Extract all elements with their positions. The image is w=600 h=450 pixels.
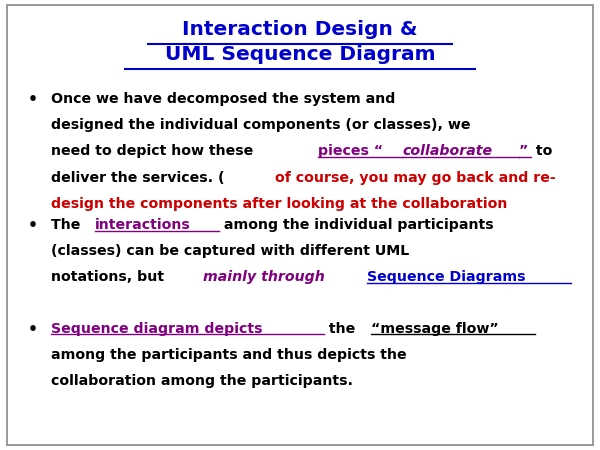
Text: of course, you may go back and re-: of course, you may go back and re- (275, 171, 556, 184)
Text: design the components after looking at the collaboration: design the components after looking at t… (51, 197, 508, 211)
Text: the: the (324, 322, 360, 336)
Text: deliver the services. (: deliver the services. ( (51, 171, 224, 184)
Text: interactions: interactions (95, 218, 191, 232)
Text: •: • (28, 92, 38, 107)
Text: “message flow”: “message flow” (371, 322, 498, 336)
Text: Interaction Design &: Interaction Design & (182, 20, 418, 39)
Text: UML Sequence Diagram: UML Sequence Diagram (164, 45, 436, 64)
Text: designed the individual components (or classes), we: designed the individual components (or c… (51, 118, 470, 132)
Text: need to depict how these: need to depict how these (51, 144, 258, 158)
Text: •: • (28, 322, 38, 337)
Text: The: The (51, 218, 85, 232)
Text: to: to (530, 144, 552, 158)
Text: among the individual participants: among the individual participants (219, 218, 493, 232)
FancyBboxPatch shape (7, 5, 593, 445)
Text: (classes) can be captured with different UML: (classes) can be captured with different… (51, 244, 409, 258)
Text: pieces “: pieces “ (318, 144, 383, 158)
Text: •: • (28, 218, 38, 233)
Text: notations, but: notations, but (51, 270, 169, 284)
Text: Sequence diagram depicts: Sequence diagram depicts (51, 322, 263, 336)
Text: mainly through: mainly through (203, 270, 330, 284)
Text: collaborate: collaborate (402, 144, 493, 158)
Text: among the participants and thus depicts the: among the participants and thus depicts … (51, 348, 407, 362)
Text: Once we have decomposed the system and: Once we have decomposed the system and (51, 92, 395, 106)
Text: collaboration among the participants.: collaboration among the participants. (51, 374, 353, 388)
Text: Sequence Diagrams: Sequence Diagrams (367, 270, 525, 284)
Text: ”: ” (518, 144, 528, 158)
